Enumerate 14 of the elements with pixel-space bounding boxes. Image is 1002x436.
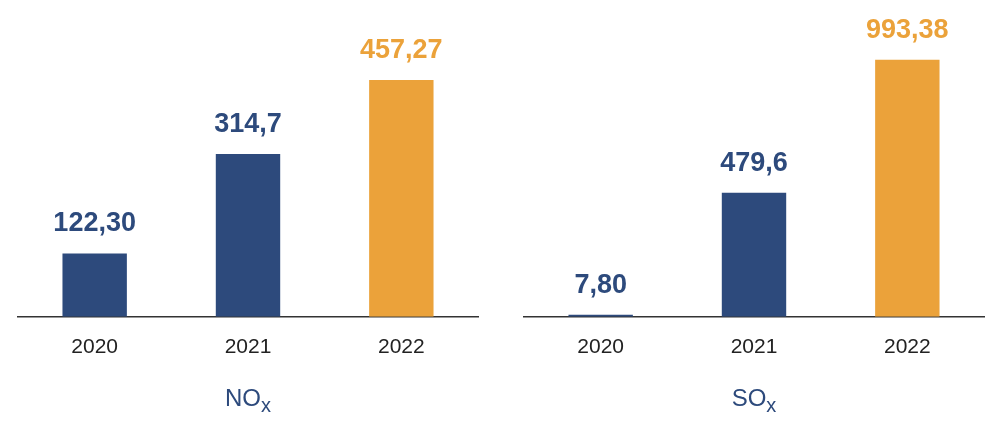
data-label: 457,27 <box>360 34 443 65</box>
data-label: 7,80 <box>574 268 627 299</box>
x-tick-label: 2021 <box>730 334 778 358</box>
x-tick-label: 2022 <box>377 334 425 358</box>
x-tick-label: 2020 <box>577 334 625 358</box>
x-tick-label: 2020 <box>71 334 119 358</box>
data-label: 314,7 <box>214 107 282 138</box>
data-label: 479,6 <box>720 146 788 177</box>
x-tick-label: 2021 <box>224 334 272 358</box>
x-axis-title: NO$_{x}$ <box>224 384 272 417</box>
x-axis-title: SO$_{x}$ <box>730 384 778 417</box>
x-tick-label: 2022 <box>883 334 931 358</box>
data-label: 122,30 <box>53 207 136 238</box>
data-label: 993,38 <box>866 13 949 44</box>
